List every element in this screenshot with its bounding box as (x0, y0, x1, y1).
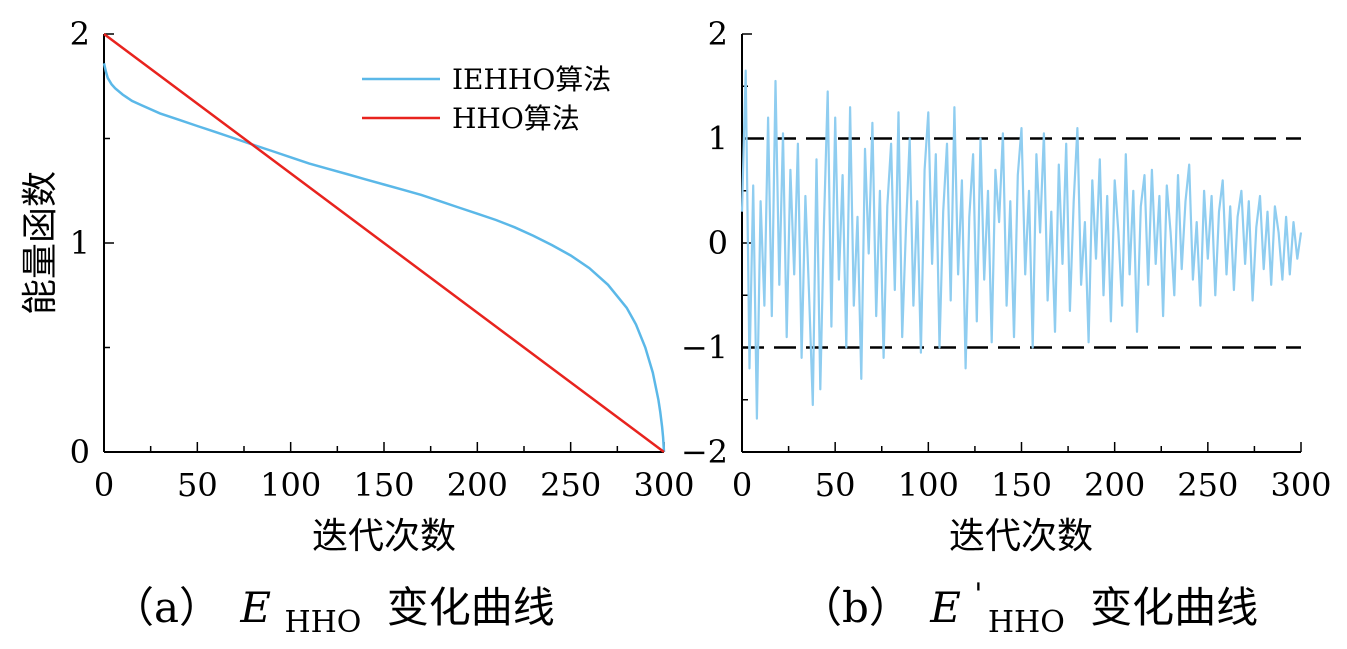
escape-energy-series-line (740, 69, 1303, 420)
panel-a-y-tick-label: 0 (70, 433, 90, 471)
panel-b-x-tick-label: 250 (1177, 466, 1238, 504)
panel-a-caption-suffix: 变化曲线 (387, 583, 555, 632)
panel-a-y-tick-label: 1 (70, 224, 90, 262)
panel-b-x-tick-label: 300 (1270, 466, 1331, 504)
panel-a-caption-prefix: （a） (112, 583, 221, 632)
panel-a-x-tick-label: 150 (353, 466, 414, 504)
panel-b-x-tick-label: 150 (991, 466, 1052, 504)
panel-a-x-tick-label: 100 (260, 466, 321, 504)
panel-a-legend: IEHHO算法 HHO算法 (362, 63, 611, 135)
panel-b-y-tick-label: −1 (681, 329, 728, 367)
panel-b-y-tick-label: 1 (708, 120, 728, 158)
panel-b-reference-lines (742, 137, 1301, 349)
panel-a-x-tick-label: 50 (177, 466, 218, 504)
panel-b-ticks: 0 50 100 150 200 250 300 −2 −1 0 1 2 (681, 15, 1332, 504)
panel-b-caption: （b） E ' HHO 变化曲线 (800, 565, 1258, 642)
panel-b-energy-derivative-chart: 0 50 100 150 200 250 300 −2 −1 0 1 2 迭代次数 （b） E ' H… (681, 15, 1332, 642)
panel-a-caption-subscript: HHO (284, 605, 361, 640)
panel-b-y-tick-label: 0 (708, 224, 728, 262)
panel-a-x-tick-label: 0 (94, 466, 114, 504)
panel-a-energy-function-chart: 0 50 100 150 200 250 300 0 1 2 能量函数 迭代次数 IEHHO算法 … (20, 15, 695, 642)
panel-b-caption-prime: ' (974, 577, 982, 612)
panel-b-x-tick-label: 100 (898, 466, 959, 504)
panel-a-x-tick-label: 250 (540, 466, 601, 504)
panel-b-x-tick-label: 50 (815, 466, 856, 504)
panel-a-xlabel: 迭代次数 (312, 516, 456, 557)
legend-iehho-label: IEHHO算法 (452, 63, 611, 96)
panel-b-caption-suffix: 变化曲线 (1090, 583, 1258, 632)
panel-a-ylabel: 能量函数 (20, 171, 61, 315)
panel-a-caption: （a） E HHO 变化曲线 (112, 583, 555, 642)
panel-a-x-tick-label: 300 (633, 466, 694, 504)
iehho-series-line (102, 63, 666, 453)
panel-b-caption-prefix: （b） (800, 583, 911, 632)
panel-b-caption-symbol: E (929, 583, 961, 632)
panel-a-ticks: 0 50 100 150 200 250 300 0 1 2 (70, 15, 695, 504)
panel-b-x-tick-label: 200 (1084, 466, 1145, 504)
panel-a-x-tick-label: 200 (447, 466, 508, 504)
panel-a-y-tick-label: 2 (70, 15, 90, 53)
panel-b-x-tick-label: 0 (732, 466, 752, 504)
hho-series-line (103, 32, 665, 454)
legend-hho-label: HHO算法 (452, 102, 580, 135)
panel-b-caption-subscript: HHO (988, 605, 1065, 640)
panel-b-y-tick-label: −2 (681, 433, 728, 471)
panel-a-caption-symbol: E (239, 583, 271, 632)
panel-b-y-tick-label: 2 (708, 15, 728, 53)
panel-b-xlabel: 迭代次数 (949, 516, 1093, 557)
panel-a-series (102, 32, 666, 454)
panel-b-series (740, 69, 1303, 420)
